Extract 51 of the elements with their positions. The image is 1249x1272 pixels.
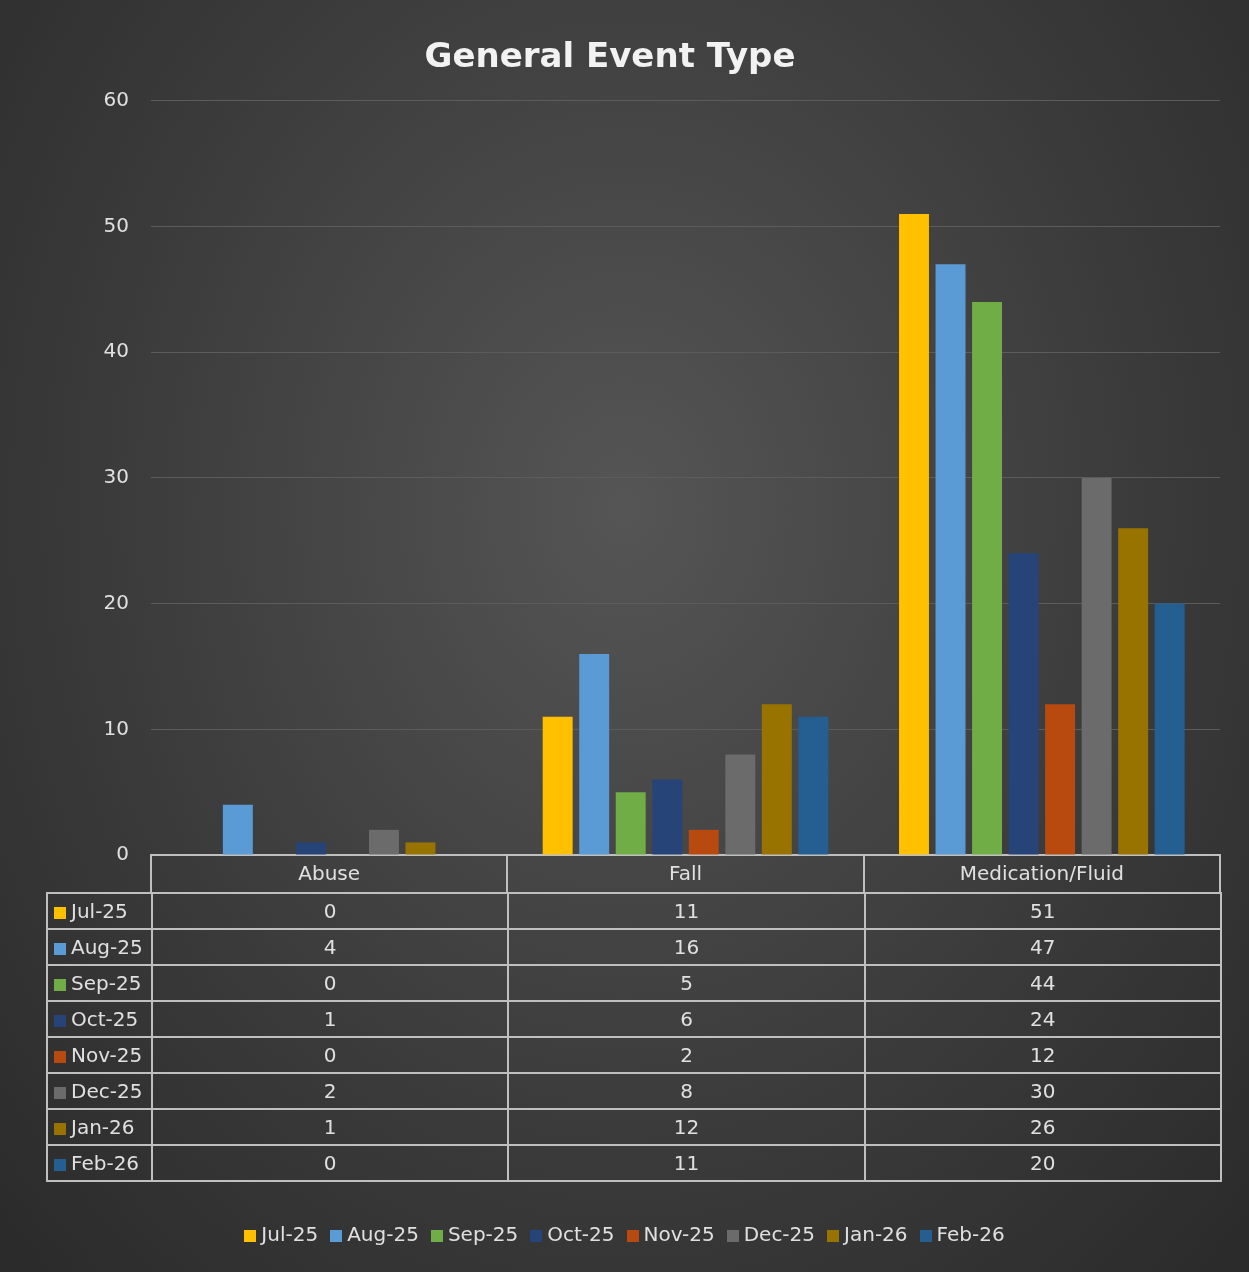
y-tick-label: 20 xyxy=(103,589,129,614)
data-label: 0 xyxy=(152,1145,509,1181)
text: Aug-25 xyxy=(347,1222,419,1246)
data-label: 11 xyxy=(508,1145,865,1181)
legend-label: Sep-25 xyxy=(447,1222,519,1246)
data-label: 24 xyxy=(864,1001,1221,1037)
text: Jan-26 xyxy=(71,1115,135,1139)
legend-label: Dec-25 xyxy=(71,1079,143,1103)
data-label: 0 xyxy=(152,965,509,1001)
y-tick-label: 30 xyxy=(103,464,129,489)
legend-label: Oct-25 xyxy=(71,1007,139,1031)
text: Nov-25 xyxy=(71,1043,143,1067)
data-label: 44 xyxy=(864,965,1221,1001)
y-tick-label: 60 xyxy=(103,87,129,111)
legend-label: Jan-26 xyxy=(844,1222,908,1246)
data-label: 47 xyxy=(864,929,1221,965)
y-tick-label: 10 xyxy=(103,715,129,740)
y-tick-label: 50 xyxy=(103,212,129,237)
text: Dec-25 xyxy=(743,1222,816,1246)
data-label: 8 xyxy=(508,1073,865,1109)
text: Feb-26 xyxy=(71,1151,140,1175)
legend-label: Jul-25 xyxy=(71,899,128,923)
data-label: 5 xyxy=(508,965,865,1001)
data-label: 30 xyxy=(864,1073,1221,1109)
x-tick-label: Abuse xyxy=(298,861,361,886)
data-label: 12 xyxy=(864,1037,1221,1073)
legend-label: Nov-25 xyxy=(643,1222,715,1246)
data-label: 11 xyxy=(508,893,865,929)
data-label: 26 xyxy=(864,1109,1221,1145)
data-label: 2 xyxy=(508,1037,865,1073)
data-label: 0 xyxy=(152,1037,509,1073)
legend-label: Feb-26 xyxy=(936,1222,1005,1246)
legend-label: Aug-25 xyxy=(71,935,143,959)
data-label: 0 xyxy=(152,893,509,929)
x-tick-label: Fall xyxy=(668,861,703,886)
data-label: 1 xyxy=(152,1109,509,1145)
chart-title: General Event Type xyxy=(424,35,796,76)
text: Oct-25 xyxy=(547,1222,615,1246)
text: Sep-25 xyxy=(71,971,142,995)
data-label: 51 xyxy=(864,893,1221,929)
data-label: 6 xyxy=(508,1001,865,1037)
data-label: 1 xyxy=(152,1001,509,1037)
data-label: 12 xyxy=(508,1109,865,1145)
y-tick-label: 0 xyxy=(116,841,129,866)
data-label: 16 xyxy=(508,929,865,965)
text: Jul-25 xyxy=(261,1222,319,1246)
data-label: 2 xyxy=(152,1073,509,1109)
x-tick-label: Medication/Fluid xyxy=(959,861,1124,886)
data-label: 20 xyxy=(864,1145,1221,1181)
data-label: 4 xyxy=(152,929,509,965)
y-tick-label: 40 xyxy=(103,338,129,363)
